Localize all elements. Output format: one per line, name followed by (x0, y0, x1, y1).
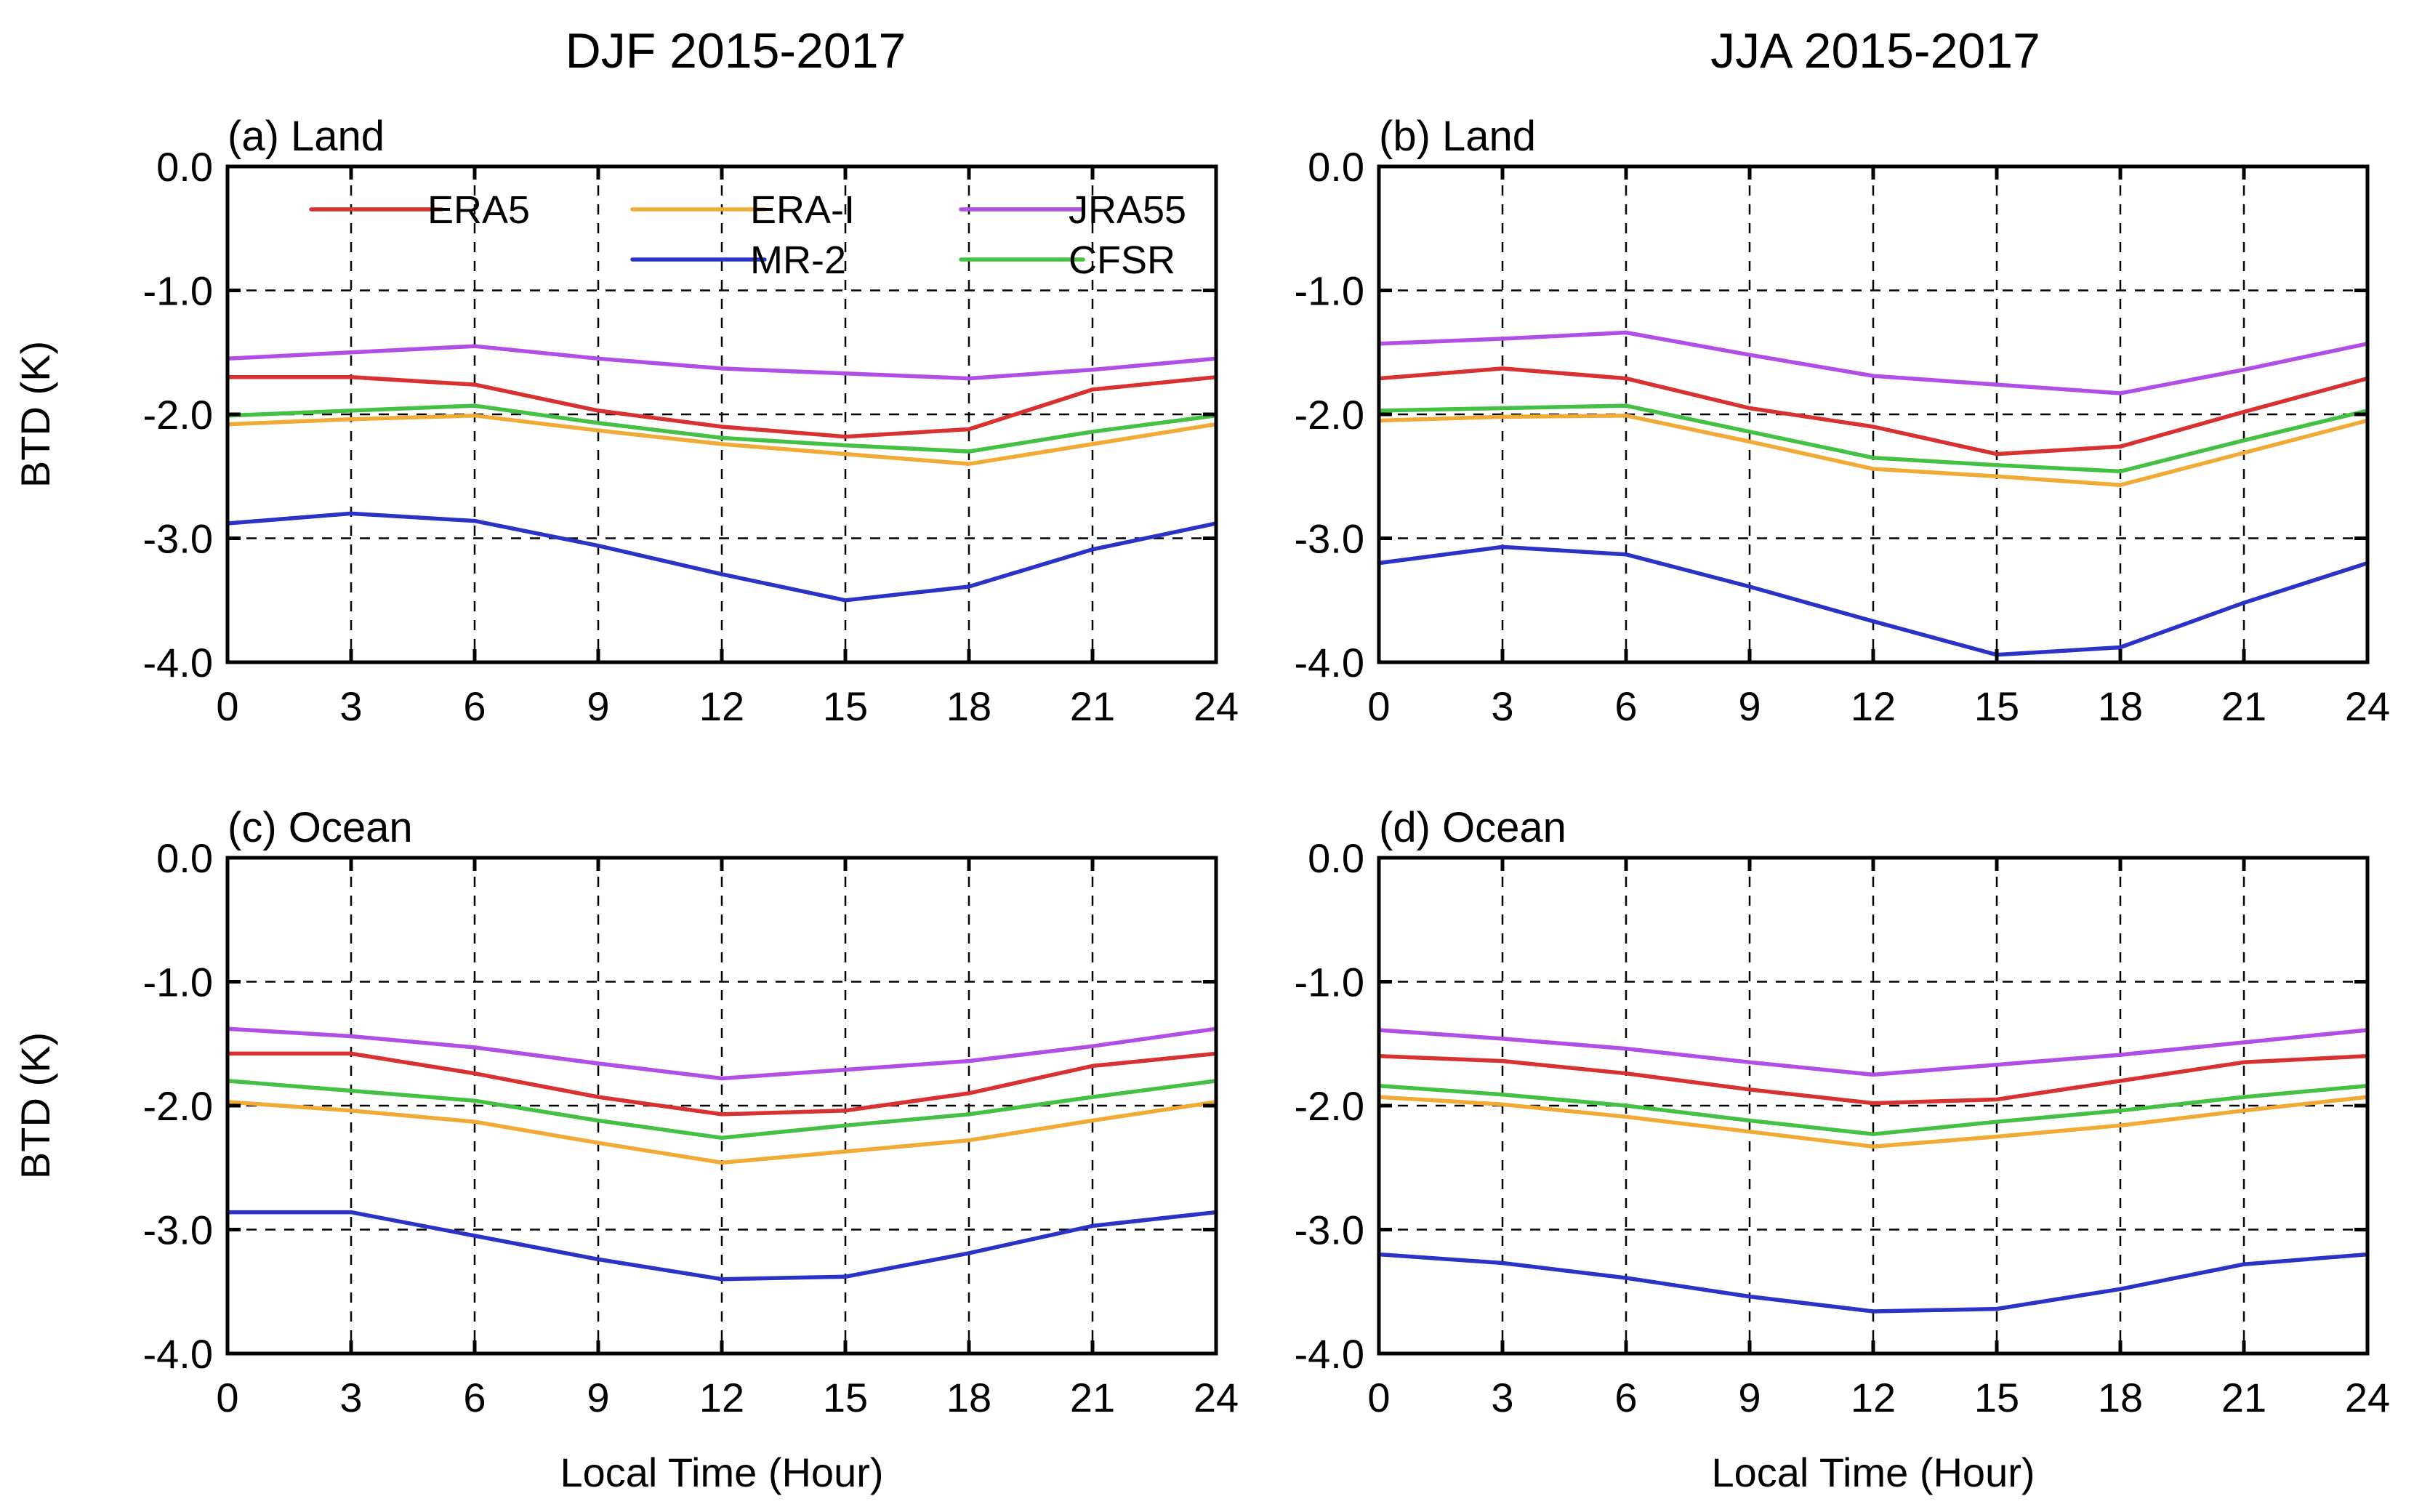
series-line-jra55 (1377, 1028, 2370, 1077)
legend-label-era5: ERA5 (427, 188, 530, 232)
x-axis-label: Local Time (Hour) (560, 1449, 883, 1495)
x-tick-label: 3 (339, 683, 362, 729)
y-tick-label: -3.0 (1295, 1207, 1365, 1253)
y-tick-label: -1.0 (143, 268, 214, 314)
panel-label: (d) Ocean (1379, 804, 1566, 851)
y-tick-label: -2.0 (1295, 392, 1365, 438)
x-tick-label: 18 (2098, 683, 2143, 729)
y-tick-label: -2.0 (1295, 1083, 1365, 1129)
x-tick-label: 15 (1974, 1375, 2019, 1420)
series-line-era5 (1377, 366, 2370, 457)
y-tick-label: -3.0 (143, 1207, 214, 1253)
panel-label: (a) Land (228, 113, 385, 160)
y-tick-label: -1.0 (1295, 268, 1365, 314)
panels: 0 3 6 9 12 15 18 21 24 0.0 -1.0 -2.0 -3.0 -4.0 (a) Lan… (12, 113, 2390, 1495)
x-tick-label: 15 (823, 683, 868, 729)
x-tick-label: 0 (216, 1375, 238, 1420)
column-title-djf: DJF 2015-2017 (566, 23, 906, 79)
y-tick-label: -1.0 (1295, 960, 1365, 1005)
legend-label-era-i: ERA-I (750, 188, 855, 232)
panel-4: 0 3 6 9 12 15 18 21 24 0.0 -1.0 -2.0 -3.0 -4.0 (d) Oce… (1295, 804, 2391, 1495)
series-line-era-i (225, 413, 1218, 466)
series-line-era5 (225, 375, 1218, 439)
x-tick-label: 15 (1974, 683, 2019, 729)
y-tick-label: -1.0 (143, 960, 214, 1005)
legend-label-jra55: JRA55 (1069, 188, 1186, 232)
y-tick-label: -4.0 (1295, 640, 1365, 685)
legend: ERA5 ERA-I JRA55 MR-2 CFSR (309, 188, 1186, 282)
y-tick-label: -4.0 (143, 640, 214, 685)
y-tick-label: -3.0 (1295, 516, 1365, 562)
series-line-era5 (1377, 1054, 2370, 1106)
series-line-mr-2 (225, 1210, 1218, 1282)
column-title-jja: JJA 2015-2017 (1710, 23, 2040, 79)
x-tick-label: 9 (1738, 683, 1761, 729)
y-tick-label: -4.0 (1295, 1331, 1365, 1377)
y-tick-label: -3.0 (143, 516, 214, 562)
series-line-cfsr (1377, 1083, 2370, 1136)
series-line-mr-2 (225, 511, 1218, 603)
y-axis-label: BTD (K) (12, 1032, 58, 1179)
series-line-jra55 (225, 344, 1218, 381)
x-tick-label: 24 (2345, 1375, 2390, 1420)
x-tick-label: 24 (1194, 1375, 1239, 1420)
x-tick-label: 6 (463, 683, 486, 729)
series-line-mr-2 (1377, 1252, 2370, 1314)
x-tick-label: 12 (1851, 1375, 1896, 1420)
series-line-era-i (225, 1100, 1218, 1165)
x-tick-label: 3 (1491, 1375, 1513, 1420)
y-tick-label: 0.0 (1308, 835, 1364, 881)
legend-label-mr-2: MR-2 (750, 238, 846, 282)
x-tick-label: 3 (1491, 683, 1513, 729)
series-line-era5 (225, 1051, 1218, 1117)
y-tick-label: -2.0 (143, 392, 214, 438)
series-line-cfsr (225, 403, 1218, 454)
x-tick-label: 0 (1367, 1375, 1390, 1420)
x-tick-label: 6 (463, 1375, 486, 1420)
series-line-cfsr (225, 1079, 1218, 1141)
x-tick-label: 18 (946, 1375, 991, 1420)
x-tick-label: 24 (2345, 683, 2390, 729)
x-tick-label: 12 (699, 1375, 744, 1420)
series-line-mr-2 (1377, 544, 2370, 657)
y-tick-label: 0.0 (1308, 144, 1364, 190)
x-tick-label: 9 (587, 683, 609, 729)
x-tick-label: 18 (946, 683, 991, 729)
series-line-era-i (1377, 413, 2370, 487)
series-line-cfsr (1377, 403, 2370, 474)
y-tick-label: 0.0 (156, 835, 213, 881)
x-axis-label: Local Time (Hour) (1711, 1449, 2035, 1495)
panel-1: 0 3 6 9 12 15 18 21 24 0.0 -1.0 -2.0 -3.0 -4.0 (a) Lan… (12, 113, 1239, 729)
y-tick-label: 0.0 (156, 144, 213, 190)
y-axis-label: BTD (K) (12, 341, 58, 488)
series-line-jra55 (1377, 330, 2370, 395)
x-tick-label: 21 (2221, 1375, 2266, 1420)
x-tick-label: 6 (1614, 1375, 1637, 1420)
x-tick-label: 21 (2221, 683, 2266, 729)
x-tick-label: 9 (587, 1375, 609, 1420)
series-line-era-i (1377, 1095, 2370, 1149)
x-tick-label: 15 (823, 1375, 868, 1420)
panel-label: (b) Land (1379, 113, 1536, 160)
x-tick-label: 12 (1851, 683, 1896, 729)
x-tick-label: 0 (1367, 683, 1390, 729)
x-tick-label: 18 (2098, 1375, 2143, 1420)
x-tick-label: 6 (1614, 683, 1637, 729)
x-tick-label: 12 (699, 683, 744, 729)
panel-3: 0 3 6 9 12 15 18 21 24 0.0 -1.0 -2.0 -3.0 -4.0 (c) Oce… (12, 804, 1239, 1495)
y-tick-label: -4.0 (143, 1331, 214, 1377)
series-line-jra55 (225, 1026, 1218, 1081)
legend-label-cfsr: CFSR (1069, 238, 1175, 282)
x-tick-label: 21 (1070, 683, 1115, 729)
x-tick-label: 21 (1070, 1375, 1115, 1420)
x-tick-label: 9 (1738, 1375, 1761, 1420)
panel-label: (c) Ocean (228, 804, 413, 851)
y-tick-label: -2.0 (143, 1083, 214, 1129)
x-tick-label: 3 (339, 1375, 362, 1420)
x-tick-label: 24 (1194, 683, 1239, 729)
panel-2: 0 3 6 9 12 15 18 21 24 0.0 -1.0 -2.0 -3.0 -4.0 (b) Lan… (1295, 113, 2391, 729)
x-tick-label: 0 (216, 683, 238, 729)
